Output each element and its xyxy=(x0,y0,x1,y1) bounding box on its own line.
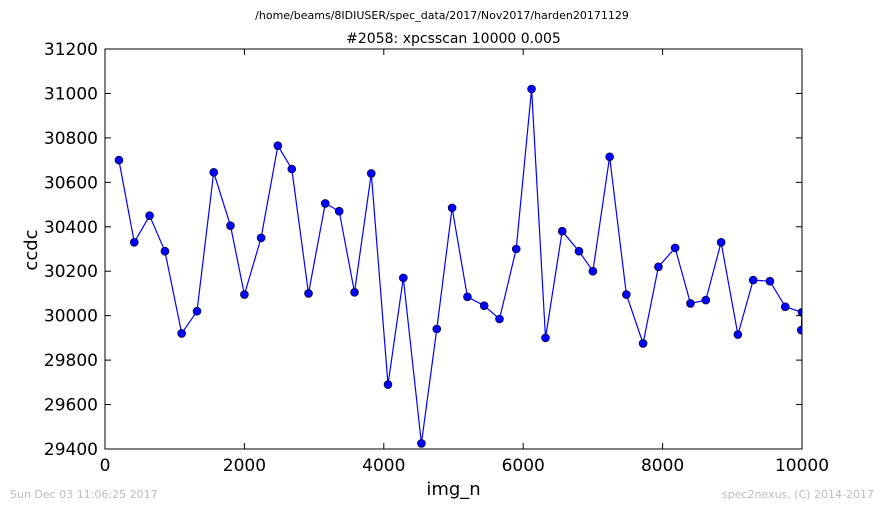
plot-area: 0 2000 4000 6000 8000 10000 29400 29600 29800 300… xyxy=(44,40,829,476)
y-tick-label: 31000 xyxy=(44,84,98,104)
data-point xyxy=(780,302,790,312)
data-point xyxy=(160,246,170,256)
data-point xyxy=(588,266,598,276)
data-point xyxy=(701,295,711,305)
data-point xyxy=(256,233,266,243)
x-tick-label: 2000 xyxy=(223,456,266,476)
x-axis-label: img_n xyxy=(426,479,480,500)
data-point xyxy=(797,308,802,317)
y-tick-label: 29600 xyxy=(44,396,98,416)
y-tick-label: 29400 xyxy=(44,440,98,460)
x-tick-label: 4000 xyxy=(362,456,405,476)
axes-frame xyxy=(104,48,803,450)
x-tick-label: 10000 xyxy=(775,456,829,476)
data-point xyxy=(366,169,376,178)
data-point xyxy=(417,439,426,448)
data-point xyxy=(686,299,695,308)
y-tick-label: 30200 xyxy=(44,262,98,282)
data-point xyxy=(670,243,680,253)
data-point xyxy=(622,290,631,299)
x-tick-label: 0 xyxy=(100,456,111,476)
data-point xyxy=(304,289,313,298)
data-point xyxy=(399,273,408,283)
y-tick-label: 30000 xyxy=(44,307,98,327)
data-point xyxy=(765,276,775,286)
footer-credit: spec2nexus, (C) 2014-2017 xyxy=(722,488,874,501)
data-point xyxy=(447,203,457,213)
chart-title: #2058: xpcsscan 10000 0.005 xyxy=(346,31,561,47)
data-point xyxy=(209,168,219,177)
series-group xyxy=(114,84,802,448)
data-point xyxy=(463,292,472,302)
x-tick-label: 6000 xyxy=(502,456,545,476)
footer-timestamp: Sun Dec 03 11:06:25 2017 xyxy=(10,488,158,501)
data-point xyxy=(273,141,283,150)
data-point xyxy=(733,330,743,339)
data-point xyxy=(350,288,359,297)
data-point xyxy=(129,238,139,247)
data-point xyxy=(177,329,186,338)
data-point xyxy=(557,226,567,236)
y-tick-label: 29800 xyxy=(44,351,98,371)
data-point xyxy=(638,339,648,348)
data-point xyxy=(114,155,124,165)
data-point xyxy=(287,164,297,174)
y-tick-label: 31200 xyxy=(44,40,98,60)
data-point xyxy=(716,238,726,247)
data-point xyxy=(605,152,614,162)
data-point xyxy=(145,211,154,220)
data-point xyxy=(226,221,235,230)
y-tick-label: 30400 xyxy=(44,218,98,238)
data-point xyxy=(797,325,802,335)
series-line xyxy=(118,88,802,444)
data-point xyxy=(495,314,504,324)
suptitle-path: /home/beams/8IDIUSER/spec_data/2017/Nov2… xyxy=(255,9,629,22)
data-point xyxy=(574,246,584,256)
data-point xyxy=(541,333,550,343)
y-tick-label: 30800 xyxy=(44,129,98,149)
data-point xyxy=(479,301,489,310)
data-point xyxy=(654,262,663,272)
data-point xyxy=(511,244,521,254)
data-point xyxy=(383,380,393,389)
data-point xyxy=(240,290,249,299)
y-axis-label: ccdc xyxy=(21,229,42,270)
data-point xyxy=(334,206,344,216)
data-point xyxy=(748,275,758,285)
data-point xyxy=(432,324,442,334)
data-point xyxy=(527,84,536,94)
data-point xyxy=(192,306,202,316)
data-point xyxy=(320,199,330,208)
y-tick-label: 30600 xyxy=(44,173,98,193)
x-tick-label: 8000 xyxy=(641,456,684,476)
